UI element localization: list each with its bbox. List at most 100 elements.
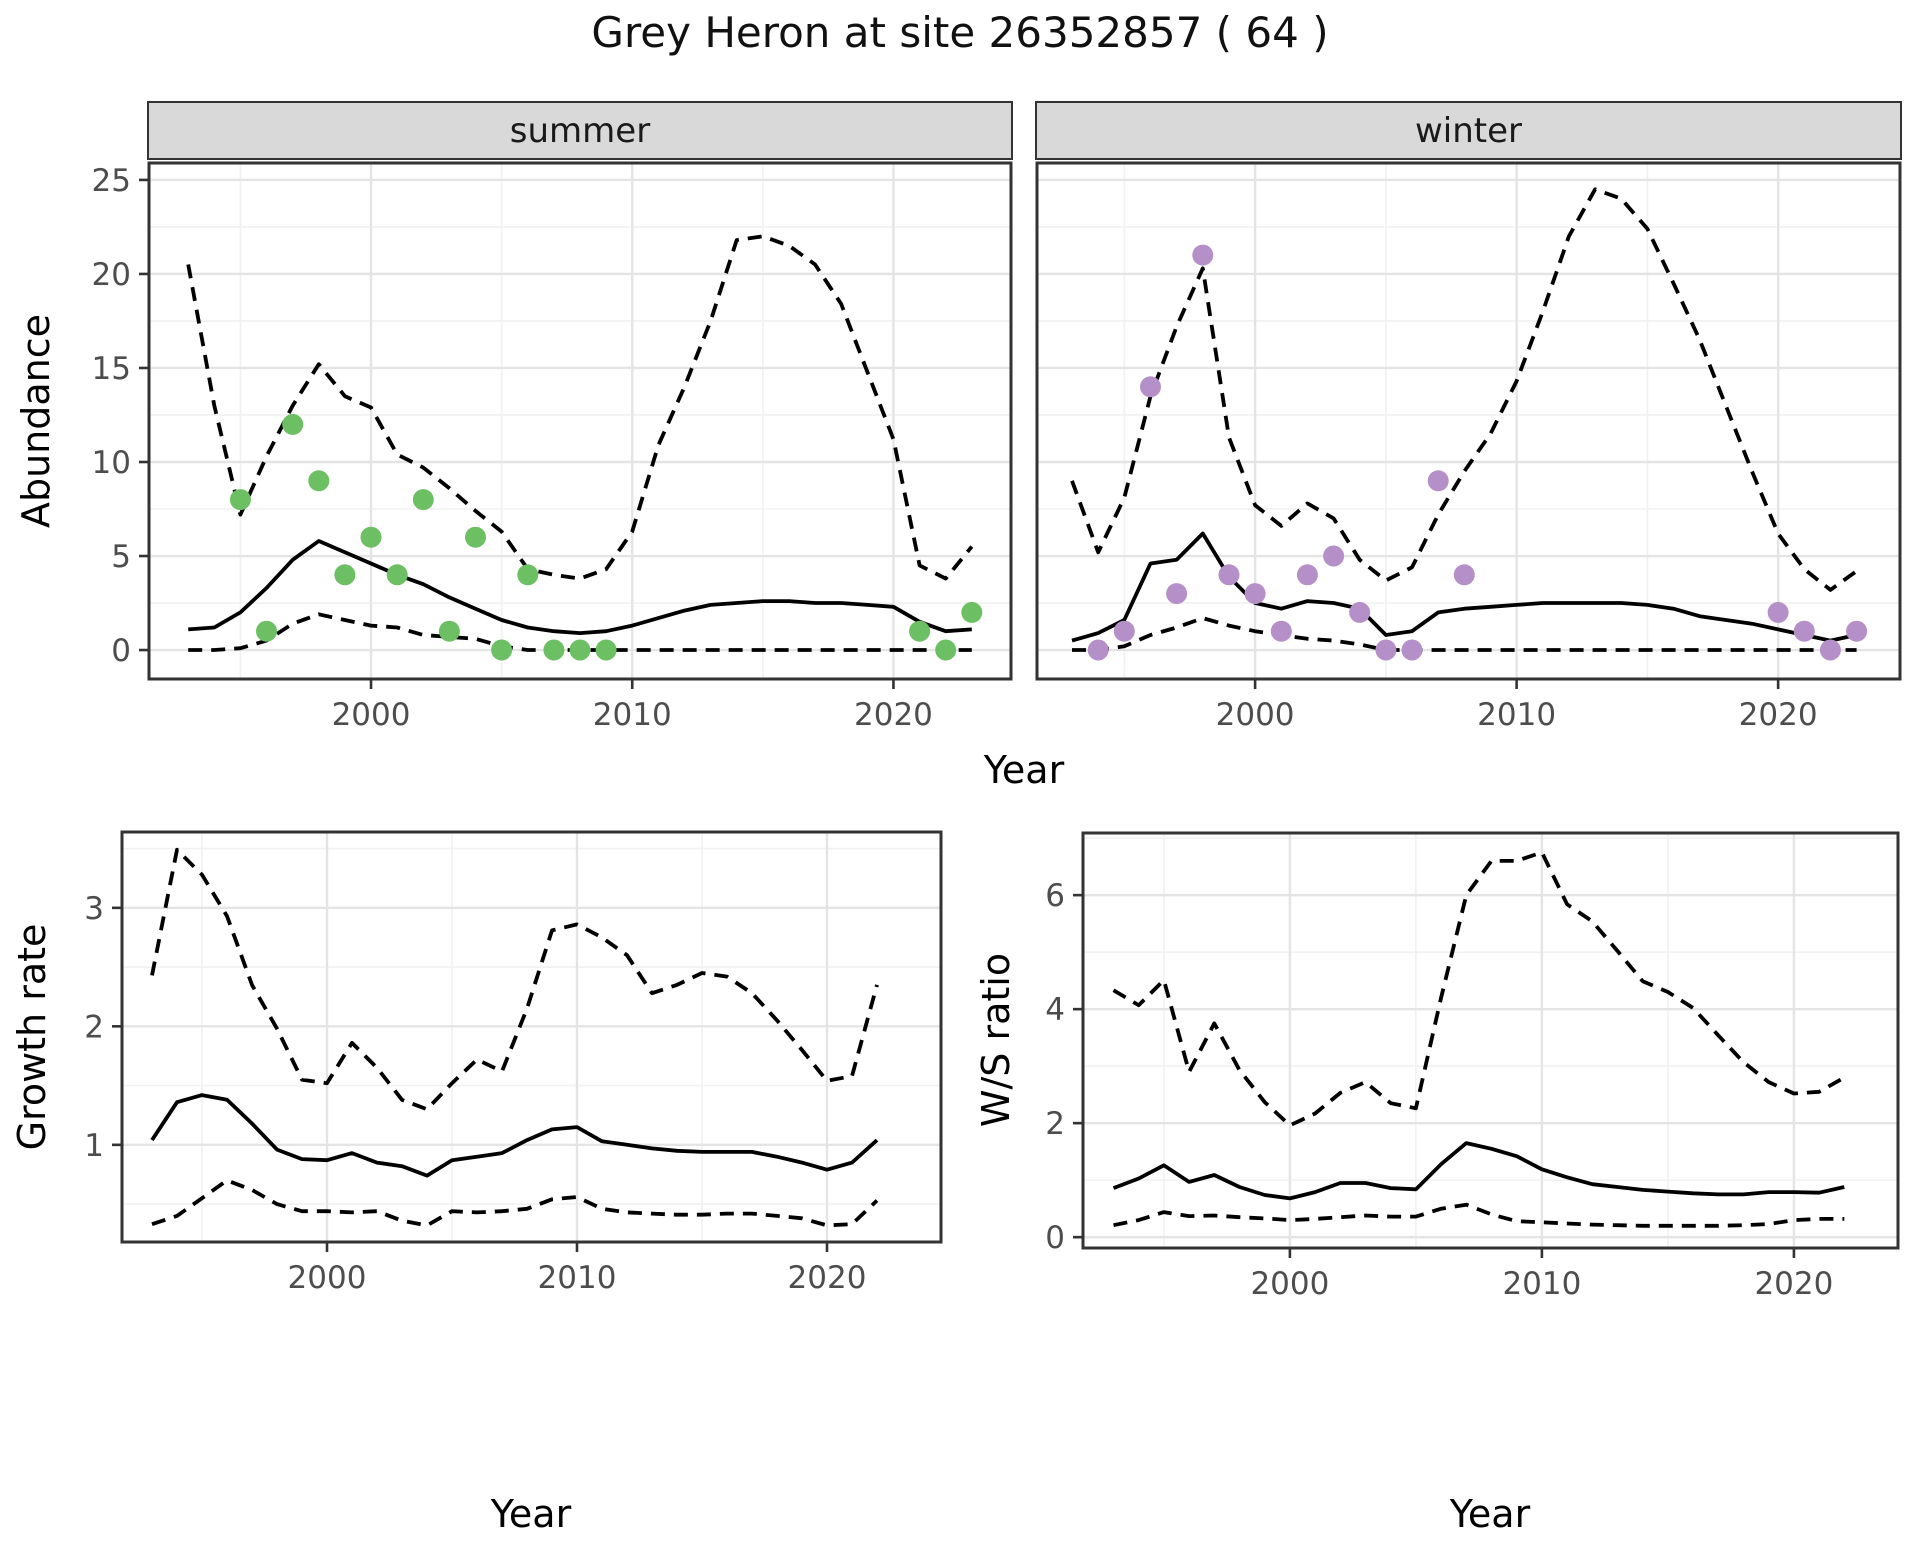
y-tick-label: 5 [111,539,131,575]
observation-points [1087,244,1868,661]
y-tick-label: 20 [92,257,131,293]
observation-point [438,620,460,642]
facet-strip-winter: winter [1035,101,1902,160]
panel-border [120,830,943,1244]
observation-point [334,564,356,586]
observation-point [909,620,931,642]
observation-point [308,470,330,492]
gridlines-major [149,163,1011,679]
x-tick-label: 2010 [1502,1266,1581,1302]
gridlines-minor [122,832,941,1242]
x-tick-label: 2020 [854,697,933,733]
observation-point [1427,470,1449,492]
panel-w-s-ratio: 2000 2010 2020 0 2 4 6 [1045,831,1900,1302]
observation-point [1244,583,1266,605]
x-tick-label: 2020 [1739,697,1818,733]
y-tick-label: 4 [1045,992,1065,1028]
observation-point [1140,376,1161,398]
y-axis: 1 2 3 [84,891,122,1164]
observation-point [1349,601,1371,623]
lower_ci-line [1072,616,1857,652]
x-tick-label: 2020 [1754,1266,1833,1302]
panel-summer: 2000 2010 2020 0 5 10 15 20 25 [92,161,1013,733]
observation-point [491,639,513,661]
y-tick-label: 25 [92,163,131,199]
y-tick-label: 2 [84,1009,104,1045]
x-tick-label: 2020 [788,1260,867,1296]
upper_ci-line [186,234,974,581]
panel-background [122,832,941,1242]
facet-strip-winter-label: winter [1414,110,1523,151]
y-axis: 0 2 4 6 [1045,878,1083,1256]
mean-line [150,1093,879,1178]
y-tick-label: 1 [84,1128,104,1164]
x-axis-title-year-ws: Year [1449,1492,1531,1536]
observation-point [229,489,251,511]
upper_ci-line [1070,187,1858,592]
lower_ci-line [151,1178,879,1228]
x-tick-label: 2010 [593,697,672,733]
observation-points [229,413,983,661]
observation-point [412,489,434,511]
x-axis: 2000 2010 2020 [332,679,933,733]
observation-point [517,564,539,586]
y-axis: 0 5 10 15 20 25 [92,163,149,669]
observation-point [465,526,486,548]
x-tick-label: 2000 [288,1260,367,1296]
observation-point [935,639,957,661]
upper_ci-line [150,847,879,1112]
y-tick-label: 3 [84,891,104,927]
observation-point [1453,564,1475,586]
x-axis: 2000 2010 2020 [288,1242,867,1296]
panel-winter: 2000 2010 2020 [1035,161,1902,733]
mean-line [188,539,972,635]
y-tick-label: 10 [92,445,131,481]
y-tick-label: 15 [92,351,131,387]
observation-point [1819,639,1841,661]
observation-point [1767,601,1789,623]
observation-point [1087,639,1109,661]
gridlines-minor [1083,833,1898,1248]
observation-point [1113,620,1135,642]
mean-line [1071,531,1857,643]
panel-background [149,163,1011,679]
panel-background [1037,163,1900,679]
series-lines [150,847,879,1228]
observation-point [1375,639,1397,661]
lower_ci-line [1113,1202,1845,1228]
panel-border [1081,831,1900,1250]
x-axis: 2000 2010 2020 [1216,679,1818,733]
facet-strip-summer-label: summer [509,110,651,151]
chart-title: Grey Heron at site 26352857 ( 64 ) [591,8,1329,57]
observation-point [282,413,304,435]
series-lines [1112,850,1846,1228]
observation-point [1296,564,1318,586]
observation-point [256,620,277,642]
gridlines-major [122,832,941,1242]
y-tick-label: 0 [111,633,131,669]
observation-point [961,601,983,623]
observation-point [360,526,382,548]
observation-point [386,564,408,586]
observation-point [1793,620,1815,642]
x-tick-label: 2000 [1250,1266,1329,1302]
upper_ci-line [1112,850,1846,1128]
gridlines-major [1083,833,1898,1248]
facet-strip-summer: summer [147,101,1013,160]
gridlines-minor [1037,163,1900,679]
observation-point [1166,583,1188,605]
observation-point [595,639,617,661]
observation-point [1401,639,1423,661]
observation-point [1323,545,1345,567]
x-axis-title-year-growth: Year [490,1492,572,1536]
x-axis-title-year-top: Year [983,748,1065,792]
x-tick-label: 2000 [332,697,411,733]
observation-point [569,639,591,661]
y-tick-label: 0 [1045,1220,1065,1256]
observation-point [543,639,565,661]
x-tick-label: 2010 [538,1260,617,1296]
y-tick-label: 6 [1045,878,1065,914]
observation-point [1846,620,1868,642]
x-tick-label: 2000 [1216,697,1295,733]
